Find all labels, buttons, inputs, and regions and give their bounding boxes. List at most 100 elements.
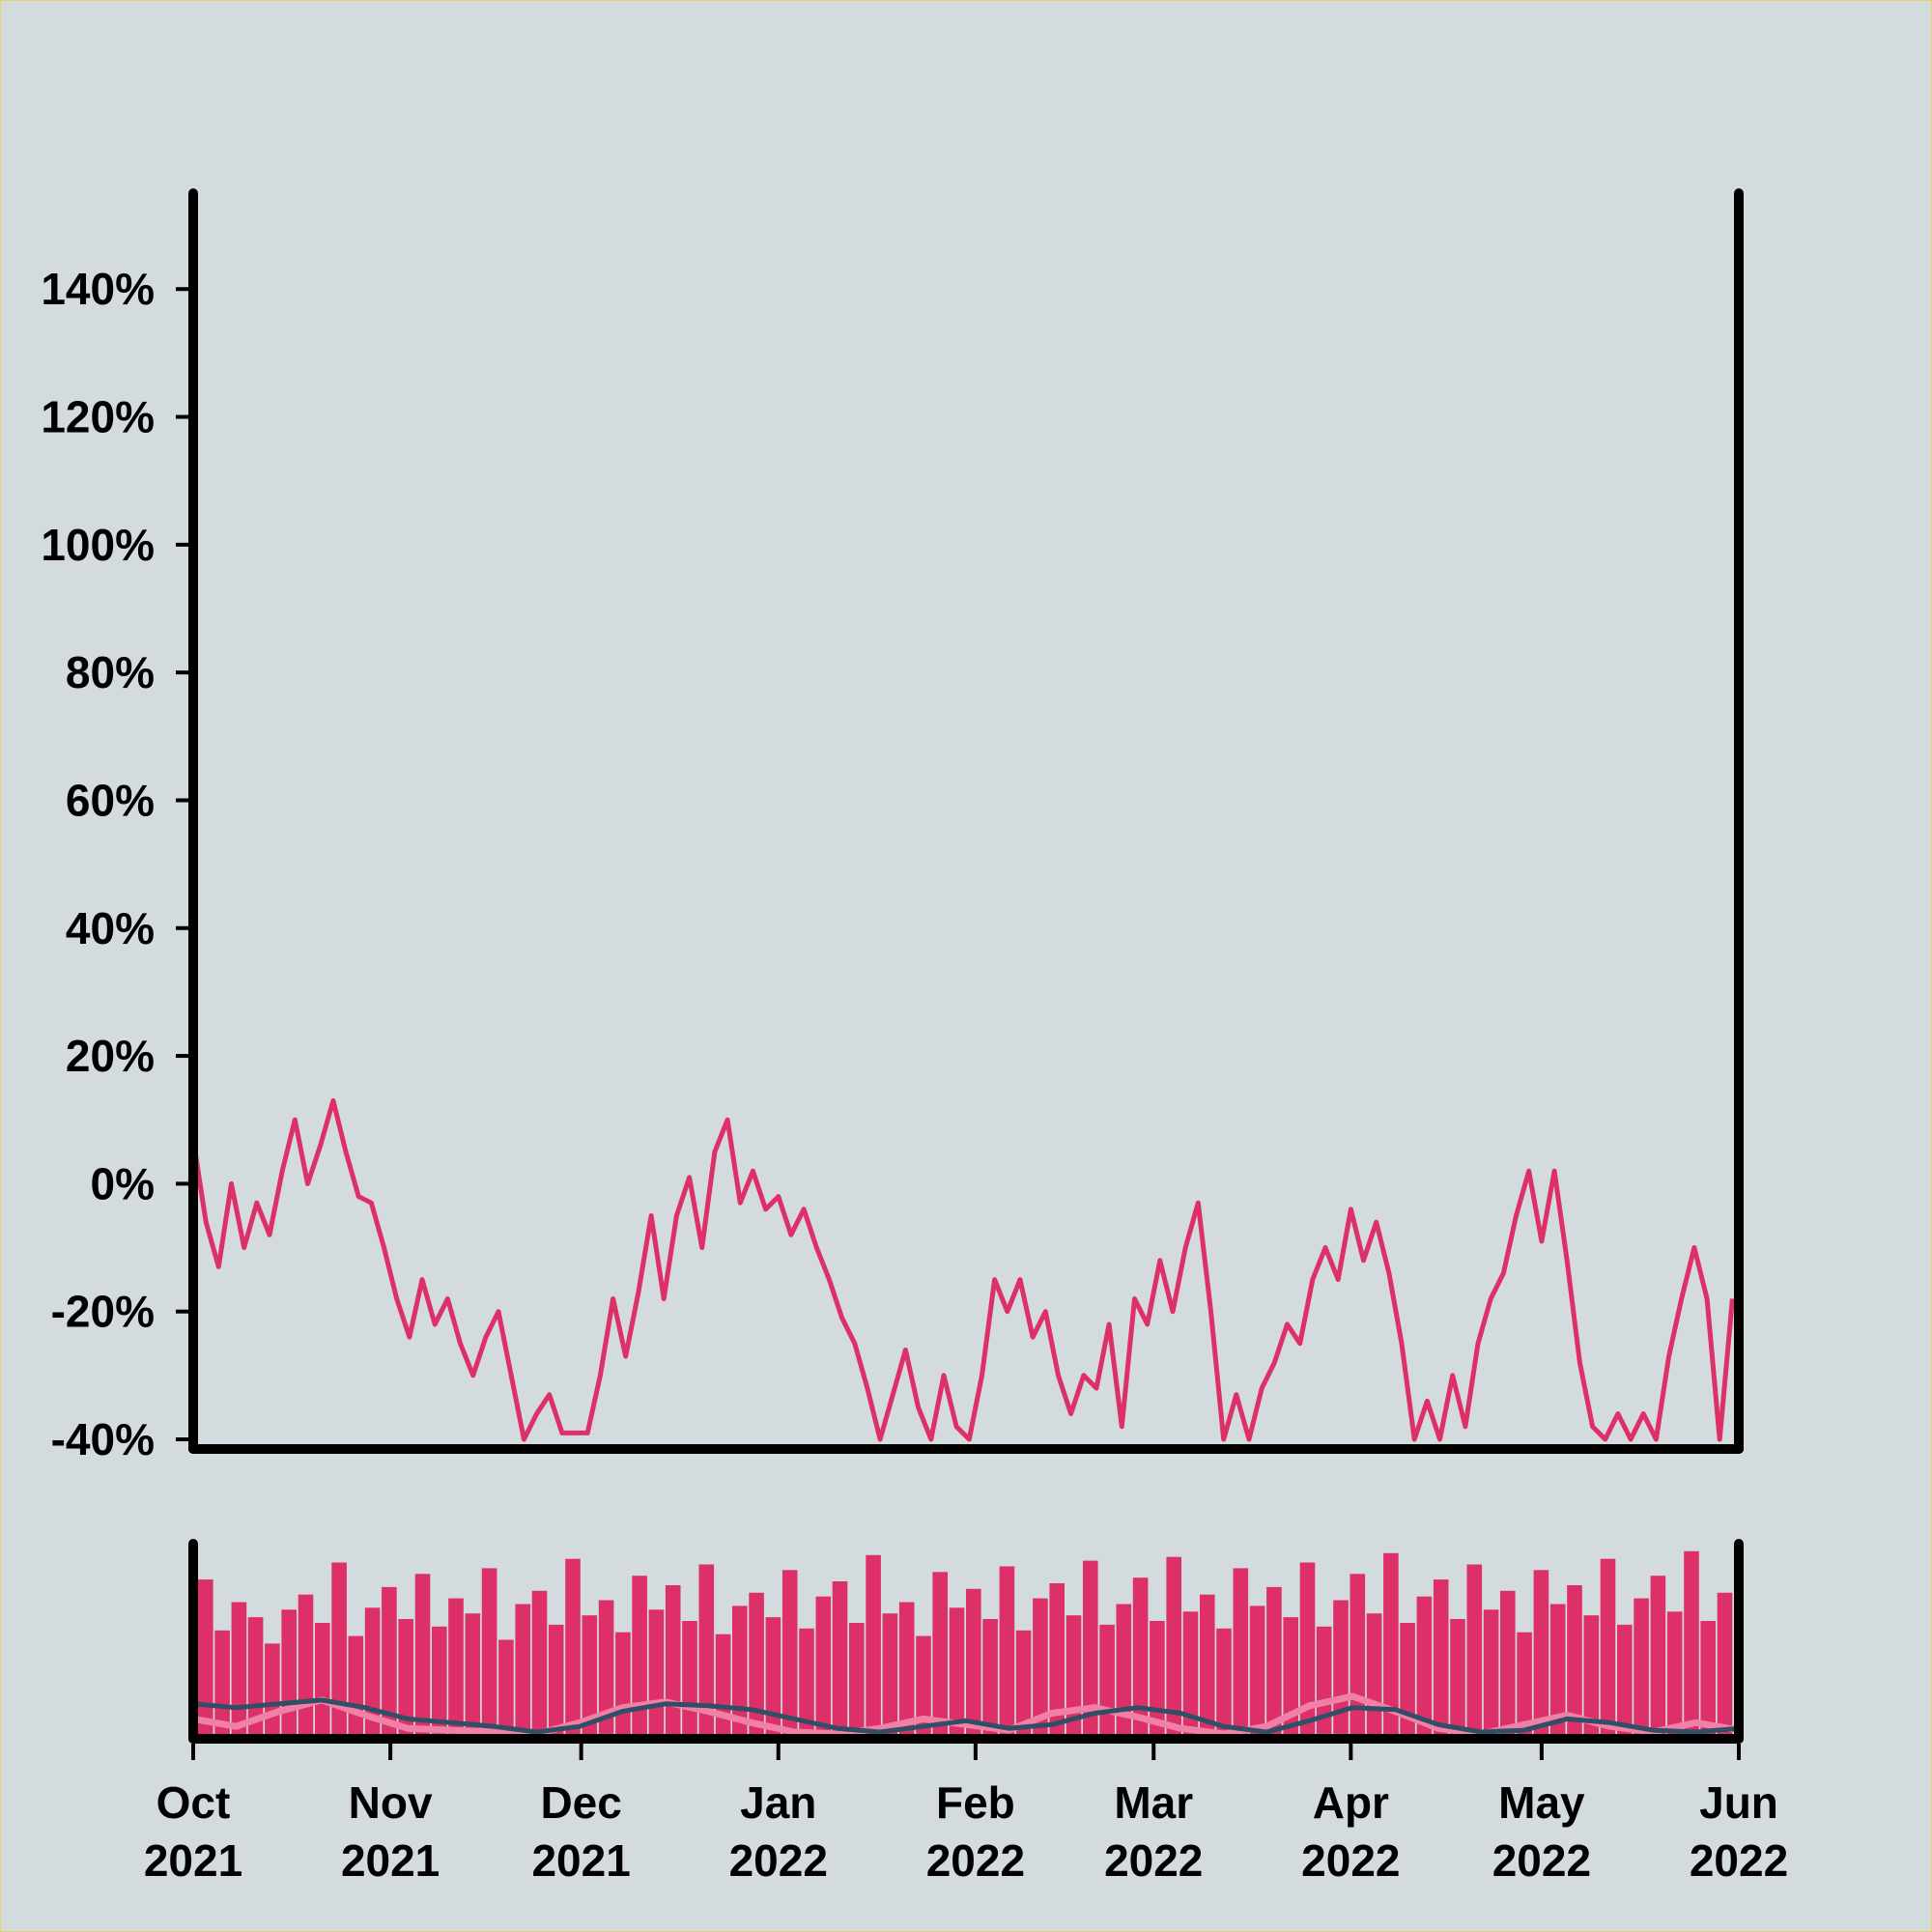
overview-bar [849,1623,865,1734]
overview-bar [1634,1598,1649,1734]
overview-bar [1065,1615,1082,1734]
overview-bar [916,1635,931,1734]
overview-bar [648,1609,665,1734]
main-plot-area [190,1097,1735,1442]
y-tick-label: 140% [41,264,155,314]
y-tick-label: 80% [66,647,155,697]
overview-bar [1450,1619,1465,1734]
x-tick-label-month: Feb [936,1777,1015,1828]
overview-bar [1150,1621,1165,1734]
overview-bar [1583,1615,1600,1734]
overview-bars [198,1550,1733,1735]
series-line [190,1097,1735,1442]
overview-bar [1700,1621,1716,1734]
overview-bar [1233,1568,1249,1734]
overview-bar [598,1600,614,1734]
overview-bar [465,1613,481,1734]
overview-bar [615,1632,631,1734]
overview-bar [966,1588,981,1734]
x-tick-label-year: 2022 [1104,1835,1203,1886]
overview-bar [1299,1562,1316,1734]
overview-panel [188,1539,1744,1744]
overview-bar [732,1605,748,1734]
overview-bar [781,1570,798,1734]
overview-bar [866,1554,881,1735]
x-tick-label-month: May [1498,1777,1585,1828]
y-tick-label: -20% [51,1287,155,1337]
overview-bar [481,1568,497,1734]
overview-bar [198,1579,213,1734]
x-tick-label-year: 2022 [926,1835,1025,1886]
overview-bar [698,1564,715,1734]
overview-bar [1684,1550,1699,1734]
x-tick-label-year: 2021 [341,1835,440,1886]
overview-bar [665,1585,681,1735]
x-tick-label-month: Jan [740,1777,816,1828]
overview-bar [1182,1611,1199,1735]
overview-bar [582,1615,598,1734]
y-tick-label: 20% [66,1031,155,1081]
overview-bar [364,1607,381,1734]
overview-bar [1617,1624,1633,1734]
overview-bar [414,1574,431,1735]
overview-bar [331,1562,347,1734]
overview-bar [298,1594,314,1734]
y-tick-label: 40% [66,903,155,953]
y-tick-label: 100% [41,520,155,570]
overview-bar [498,1639,514,1734]
x-tick-label-year: 2021 [531,1835,630,1886]
overview-bar [898,1602,915,1734]
overview-bar [1466,1564,1483,1734]
overview-bar [682,1621,697,1734]
overview-bar [432,1626,447,1734]
overview-bar [548,1624,564,1734]
overview-bar [1116,1604,1132,1734]
overview-series-line [192,1697,1740,1735]
overview-bar [882,1613,898,1734]
overview-bar [1500,1590,1516,1734]
overview-bar [632,1576,647,1734]
overview-bar [1200,1594,1215,1734]
overview-bar [531,1590,548,1734]
overview-bar [765,1617,781,1734]
overview-bar [1166,1556,1181,1734]
overview-bar [1549,1604,1566,1734]
overview-bar [949,1607,965,1734]
x-tick-label-year: 2022 [1690,1835,1788,1886]
x-tick-label-month: Apr [1313,1777,1389,1828]
overview-bar [1400,1623,1415,1734]
overview-bar [265,1643,280,1734]
x-tick-label-month: Oct [156,1777,231,1828]
overview-bar [1366,1613,1382,1734]
overview-bar [1533,1570,1549,1734]
overview-bar [1483,1609,1499,1734]
overview-bar [348,1635,364,1734]
y-tick-label: 0% [91,1158,155,1208]
overview-bar [281,1609,297,1734]
main-panel: -40% -20% 0% 20% 40% 60% 80% 100% 120% 140% [41,188,1744,1464]
x-tick-label-month: Nov [349,1777,433,1828]
overview-bar [1083,1560,1098,1734]
x-tick-label-month: Mar [1114,1777,1193,1828]
y-tick-label: 120% [41,392,155,442]
overview-bar [382,1586,397,1734]
overview-bar [832,1581,848,1734]
overview-bar [1600,1558,1616,1735]
overview-bar [1216,1628,1232,1734]
overview-bar [1249,1605,1265,1734]
overview-bar [315,1623,330,1734]
overview-bar [1049,1583,1065,1734]
overview-bar [448,1598,464,1734]
y-tick-label: 60% [66,775,155,825]
overview-bar [1416,1596,1433,1734]
overview-bar [799,1628,814,1734]
overview-bar [999,1566,1015,1735]
overview-bar [1666,1611,1683,1735]
x-tick-label-month: Jun [1699,1777,1778,1828]
overview-bar [1567,1585,1582,1735]
overview-bar [815,1596,832,1734]
overview-bar [1033,1598,1048,1734]
overview-bar [1266,1586,1282,1734]
overview-bar [1717,1592,1733,1735]
